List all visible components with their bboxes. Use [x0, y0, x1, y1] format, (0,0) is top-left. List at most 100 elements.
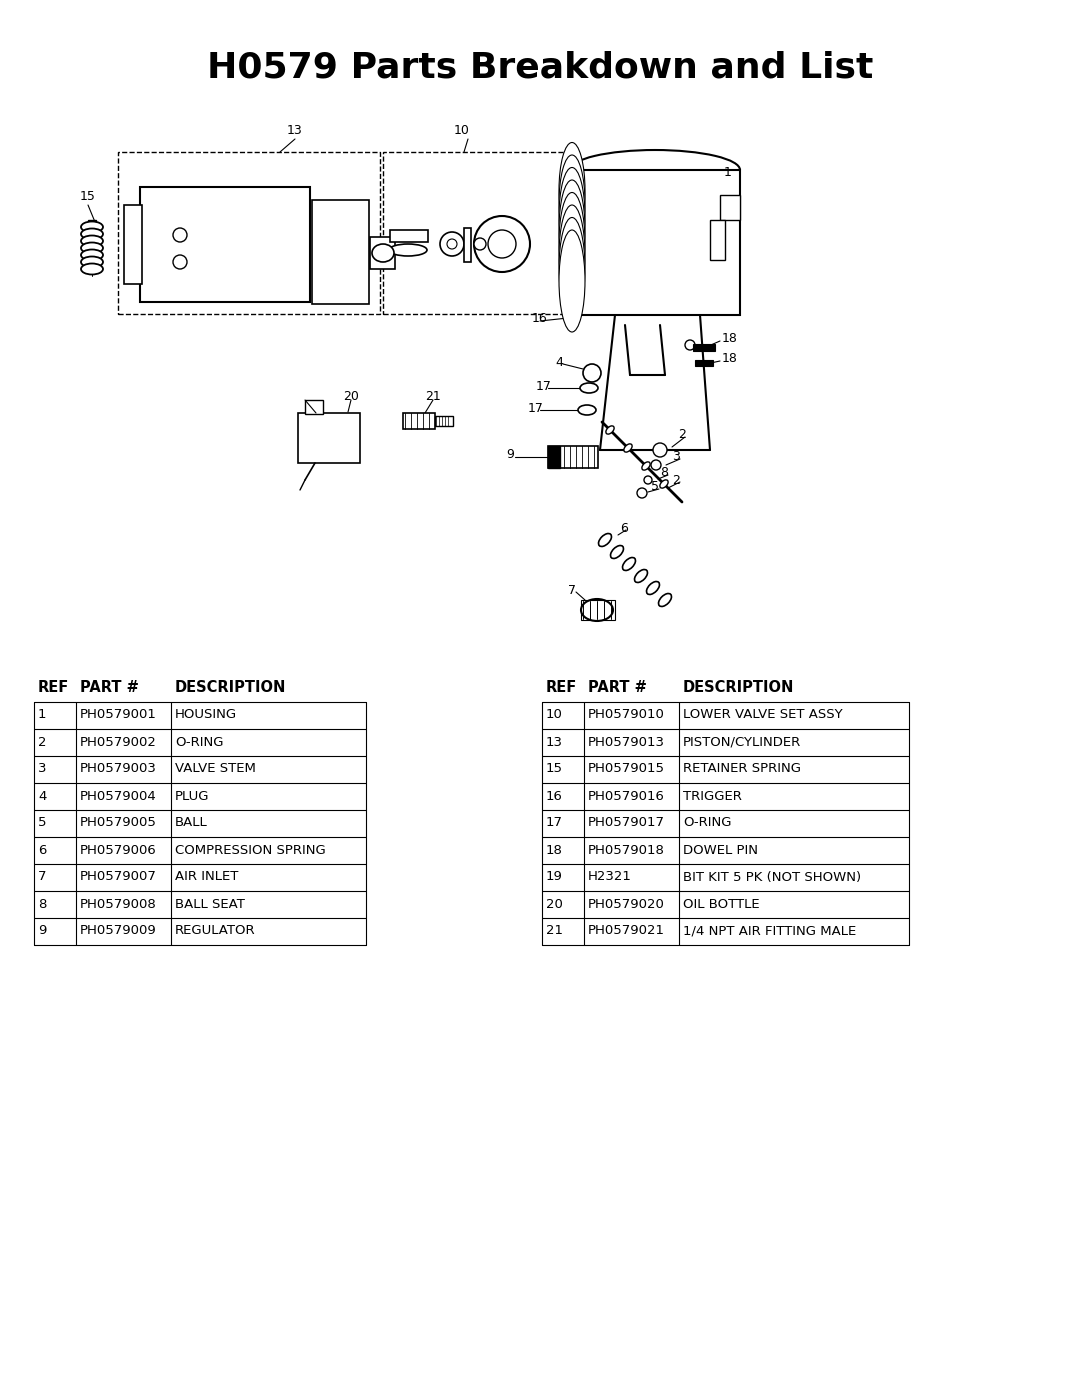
Ellipse shape	[559, 218, 585, 319]
Text: 8: 8	[660, 467, 669, 479]
Circle shape	[637, 488, 647, 497]
Text: PH0579021: PH0579021	[588, 925, 665, 937]
Text: PH0579006: PH0579006	[80, 844, 157, 856]
Bar	[710, 219, 725, 260]
Text: PH0579020: PH0579020	[588, 897, 665, 911]
Ellipse shape	[372, 244, 394, 263]
Ellipse shape	[624, 444, 632, 453]
Text: 7: 7	[568, 584, 576, 597]
Ellipse shape	[578, 405, 596, 415]
Ellipse shape	[81, 222, 103, 232]
Text: BALL: BALL	[175, 816, 207, 830]
Circle shape	[173, 256, 187, 270]
Circle shape	[644, 476, 652, 483]
Bar	[124, 205, 141, 284]
Text: 20: 20	[343, 391, 359, 404]
Text: PH0579018: PH0579018	[588, 844, 665, 856]
Text: OIL BOTTLE: OIL BOTTLE	[683, 897, 759, 911]
Text: 16: 16	[546, 789, 563, 802]
Bar	[383, 152, 565, 314]
Text: 10: 10	[454, 124, 470, 137]
Bar	[693, 344, 715, 351]
Text: 15: 15	[80, 190, 96, 204]
Bar	[435, 416, 453, 426]
Text: 20: 20	[546, 897, 563, 911]
Bar	[570, 170, 740, 314]
Ellipse shape	[559, 168, 585, 264]
Text: 10: 10	[546, 708, 563, 721]
Text: PH0579015: PH0579015	[588, 763, 665, 775]
Text: 18: 18	[723, 352, 738, 365]
Text: PART #: PART #	[80, 679, 139, 694]
Bar	[312, 200, 369, 305]
Text: REGULATOR: REGULATOR	[175, 925, 256, 937]
Ellipse shape	[559, 231, 585, 332]
Text: 3: 3	[38, 763, 46, 775]
Bar	[548, 446, 561, 468]
Text: 13: 13	[546, 735, 563, 749]
Text: O-RING: O-RING	[175, 735, 224, 749]
Text: 9: 9	[38, 925, 46, 937]
Text: 17: 17	[528, 401, 544, 415]
Text: 5: 5	[38, 816, 46, 830]
Text: 6: 6	[620, 521, 627, 535]
Text: DESCRIPTION: DESCRIPTION	[175, 679, 286, 694]
Text: 16: 16	[532, 312, 548, 324]
Ellipse shape	[81, 250, 103, 260]
Bar	[118, 152, 380, 314]
Bar	[298, 414, 360, 462]
Text: 4: 4	[555, 355, 563, 369]
Text: 2: 2	[678, 429, 686, 441]
Ellipse shape	[559, 193, 585, 292]
Text: BALL SEAT: BALL SEAT	[175, 897, 245, 911]
Ellipse shape	[559, 142, 585, 237]
Ellipse shape	[642, 462, 650, 471]
Text: DESCRIPTION: DESCRIPTION	[683, 679, 795, 694]
Text: 15: 15	[546, 763, 563, 775]
Text: PH0579010: PH0579010	[588, 708, 665, 721]
Text: 2: 2	[672, 474, 680, 486]
Text: LOWER VALVE SET ASSY: LOWER VALVE SET ASSY	[683, 708, 842, 721]
Text: H2321: H2321	[588, 870, 632, 883]
Ellipse shape	[581, 599, 613, 622]
Ellipse shape	[559, 205, 585, 305]
Text: PH0579013: PH0579013	[588, 735, 665, 749]
Ellipse shape	[81, 264, 103, 274]
Bar	[87, 219, 96, 224]
Ellipse shape	[598, 534, 611, 546]
Text: PH0579004: PH0579004	[80, 789, 157, 802]
Ellipse shape	[635, 570, 648, 583]
Circle shape	[651, 460, 661, 469]
Circle shape	[685, 339, 696, 351]
Ellipse shape	[660, 481, 669, 488]
Text: AIR INLET: AIR INLET	[175, 870, 239, 883]
Bar	[581, 599, 615, 620]
Text: 17: 17	[536, 380, 552, 393]
Ellipse shape	[659, 594, 672, 606]
Text: 8: 8	[38, 897, 46, 911]
Text: 6: 6	[38, 844, 46, 856]
Bar	[390, 231, 428, 242]
Text: TRIGGER: TRIGGER	[683, 789, 742, 802]
Circle shape	[447, 239, 457, 249]
Text: 7: 7	[38, 870, 46, 883]
Text: PART #: PART #	[588, 679, 647, 694]
Text: 19: 19	[546, 870, 563, 883]
Text: 4: 4	[38, 789, 46, 802]
Text: PH0579003: PH0579003	[80, 763, 157, 775]
Ellipse shape	[81, 236, 103, 246]
Text: PH0579017: PH0579017	[588, 816, 665, 830]
Text: 1/4 NPT AIR FITTING MALE: 1/4 NPT AIR FITTING MALE	[683, 925, 856, 937]
Text: 1: 1	[38, 708, 46, 721]
Ellipse shape	[81, 257, 103, 267]
Text: VALVE STEM: VALVE STEM	[175, 763, 256, 775]
Ellipse shape	[389, 244, 427, 256]
Text: 2: 2	[38, 735, 46, 749]
Ellipse shape	[580, 383, 598, 393]
Text: 13: 13	[287, 124, 302, 137]
Text: PH0579002: PH0579002	[80, 735, 157, 749]
Bar	[140, 187, 310, 302]
Ellipse shape	[559, 180, 585, 278]
Text: BIT KIT 5 PK (NOT SHOWN): BIT KIT 5 PK (NOT SHOWN)	[683, 870, 861, 883]
Text: 21: 21	[426, 391, 441, 404]
